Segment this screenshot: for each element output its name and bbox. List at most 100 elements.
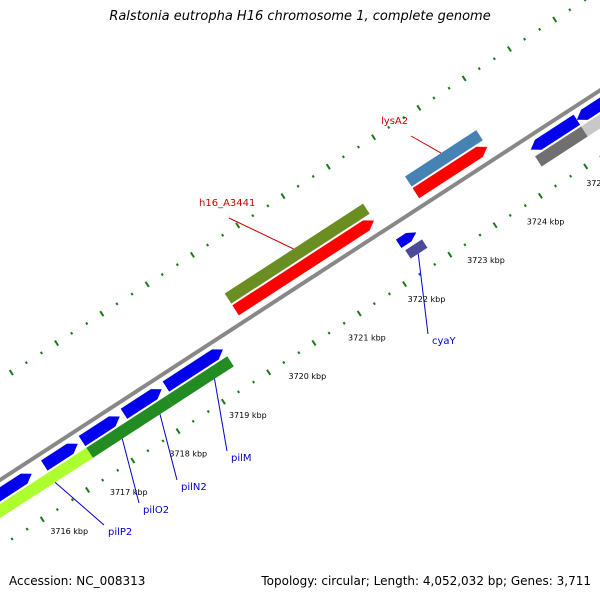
outer-tick: [523, 37, 527, 41]
outer-tick: [115, 302, 119, 306]
outer-tick: [175, 263, 179, 267]
gene-label: pilN2: [181, 482, 207, 493]
inner-tick: [85, 486, 91, 493]
outer-tick: [538, 27, 542, 31]
inner-tick: [39, 516, 45, 523]
inner-tick: [297, 351, 301, 355]
gene-label: pilO2: [143, 505, 169, 516]
gene-label: pilM: [231, 453, 252, 464]
scale-label: 3724 kbp: [527, 218, 565, 227]
label-leader-lines: [54, 135, 442, 526]
gene-label: lysA2: [381, 116, 408, 127]
outer-tick: [70, 331, 74, 335]
outer-tick: [8, 369, 14, 376]
cds-feature: [576, 97, 600, 120]
inner-tick: [537, 192, 543, 199]
inner-tick: [236, 390, 241, 394]
inner-tick: [523, 204, 527, 208]
leader-line: [121, 438, 140, 504]
cds-feature: [41, 443, 78, 471]
outer-tick: [492, 57, 496, 61]
inner-tick: [433, 262, 437, 267]
inner-tick: [70, 498, 74, 502]
inner-tick: [101, 478, 105, 482]
outer-tick: [461, 75, 467, 82]
gene-label: h16_A3441: [199, 198, 255, 209]
outer-tick: [432, 96, 436, 100]
outer-tick: [402, 116, 406, 120]
chromosome-backbone: [0, 87, 600, 483]
genome-summary: Topology: circular; Length: 4,052,032 bp…: [261, 574, 591, 588]
outer-tick: [387, 125, 391, 130]
outer-tick: [356, 145, 361, 149]
leader-line: [159, 414, 178, 481]
scale-label: 3725 kbp: [586, 179, 600, 188]
outer-tick: [144, 281, 150, 288]
outer-tick: [221, 233, 225, 237]
inner-tick: [327, 331, 331, 335]
inner-tick: [10, 537, 14, 541]
outer-tick: [280, 192, 286, 200]
outer-tick-ring: [8, 0, 587, 376]
cds-feature-lysA2: [412, 146, 488, 199]
cds-feature: [530, 114, 581, 150]
outer-tick: [206, 243, 210, 247]
outer-tick: [130, 292, 134, 296]
inner-tick: [130, 457, 136, 464]
scale-label: 3722 kbp: [408, 295, 446, 304]
inner-tick: [583, 163, 589, 170]
inner-tick: [206, 409, 210, 414]
outer-tick: [296, 184, 300, 188]
leader-line: [228, 217, 294, 250]
outer-tick: [235, 222, 241, 229]
gene-feature-lysA2: [405, 130, 483, 187]
scale-label: 3721 kbp: [348, 334, 386, 343]
cds-feature-cyaY: [395, 232, 417, 248]
inner-tick: [25, 527, 29, 531]
outer-tick: [24, 361, 28, 365]
outer-tick: [85, 321, 89, 326]
scale-label: 3718 kbp: [169, 450, 207, 459]
gene-feature-h16_A3441: [224, 203, 370, 304]
outer-tick: [266, 204, 270, 208]
leader-line: [54, 481, 105, 526]
inner-tick: [266, 369, 272, 376]
inner-tick: [372, 302, 376, 306]
gene-label: pilP2: [108, 527, 132, 538]
outer-tick: [160, 272, 164, 277]
inner-tick: [175, 428, 181, 435]
inner-tick: [116, 468, 120, 472]
outer-tick: [477, 67, 481, 71]
scale-label: 3719 kbp: [229, 411, 267, 420]
feature-track: [0, 87, 600, 519]
inner-tick: [478, 233, 482, 237]
inner-tick: [282, 360, 286, 365]
gene-feature-pilP2: [0, 447, 93, 519]
inner-tick: [447, 251, 453, 258]
gene-feature: [581, 114, 600, 137]
inner-tick: [161, 439, 165, 443]
inner-tick: [220, 398, 226, 405]
outer-tick: [251, 214, 255, 218]
page-title: Ralstonia eutropha H16 chromosome 1, com…: [109, 9, 491, 24]
outer-tick: [311, 174, 315, 179]
inner-tick: [146, 449, 150, 453]
cds-feature: [120, 389, 162, 419]
inner-tick: [356, 310, 362, 317]
inner-tick: [569, 174, 573, 178]
cds-feature-h16: [232, 220, 374, 316]
cds-feature: [162, 349, 223, 392]
scale-label: 3717 kbp: [110, 488, 148, 497]
leader-line: [410, 135, 442, 154]
inner-tick: [553, 184, 558, 188]
leader-line: [214, 378, 228, 452]
cds-feature: [78, 416, 120, 447]
outer-tick: [341, 155, 345, 159]
gene-feature-pilO2: [86, 396, 173, 458]
inner-tick: [191, 419, 195, 423]
outer-tick: [447, 86, 451, 90]
label-layer: 3716 kbp 3717 kbp 3718 kbp 3719 kbp 3720 kbp…: [50, 116, 600, 538]
inner-tick-ring: [10, 155, 600, 541]
outer-tick: [568, 8, 572, 12]
